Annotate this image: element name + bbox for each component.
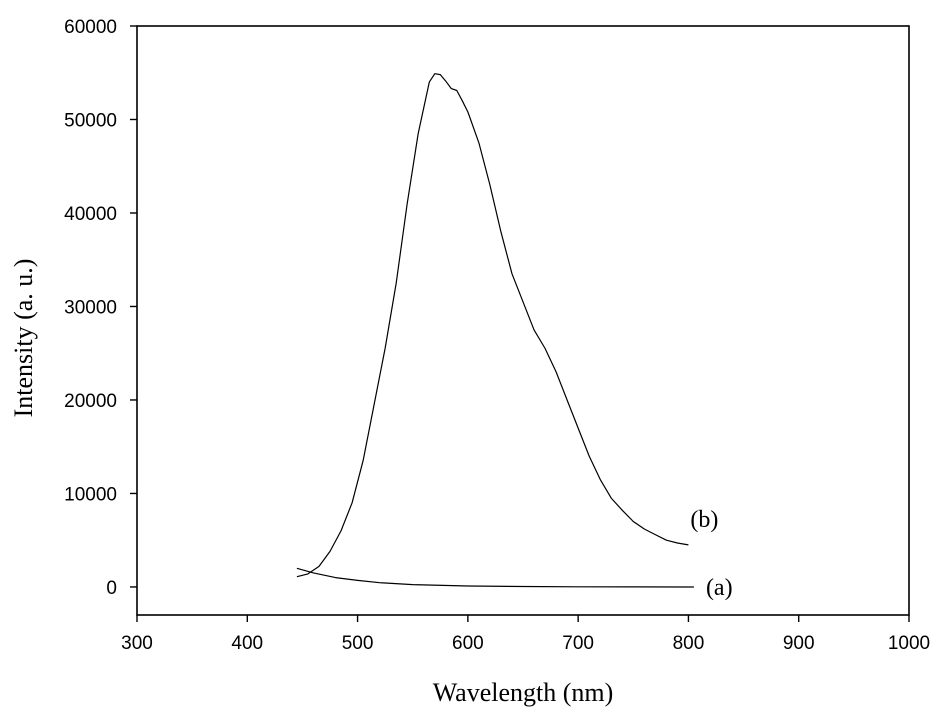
plot-frame	[136, 25, 910, 616]
y-tick-label: 60000	[64, 17, 117, 38]
series-layer	[296, 73, 694, 588]
y-axis: 0 10000 20000 30000 40000 50000 60000	[64, 17, 137, 599]
x-axis: 300 400 500 600 700 800 900 1000	[121, 615, 930, 654]
x-tick-label: 900	[783, 633, 815, 654]
x-tick-label: 500	[342, 633, 374, 654]
y-tick-label: 30000	[64, 297, 117, 318]
series-line-a	[296, 567, 694, 588]
y-tick-label: 0	[106, 578, 117, 599]
x-tick-label: 1000	[888, 633, 930, 654]
x-tick-label: 400	[231, 633, 263, 654]
series-label-layer: (a) (b)	[690, 507, 732, 601]
x-tick-label: 700	[562, 633, 594, 654]
x-tick-label: 800	[673, 633, 705, 654]
y-tick-label: 40000	[64, 204, 117, 225]
y-tick-label: 10000	[64, 484, 117, 505]
y-axis-title: Intensity (a. u.)	[9, 259, 38, 418]
x-tick-label: 600	[452, 633, 484, 654]
series-label-a: (a)	[706, 575, 733, 601]
y-tick-label: 20000	[64, 391, 117, 412]
x-axis-title: Wavelength (nm)	[433, 678, 614, 707]
series-line-b	[296, 73, 689, 578]
y-tick-label: 50000	[64, 110, 117, 131]
x-tick-label: 300	[121, 633, 153, 654]
series-label-b: (b)	[690, 507, 718, 533]
